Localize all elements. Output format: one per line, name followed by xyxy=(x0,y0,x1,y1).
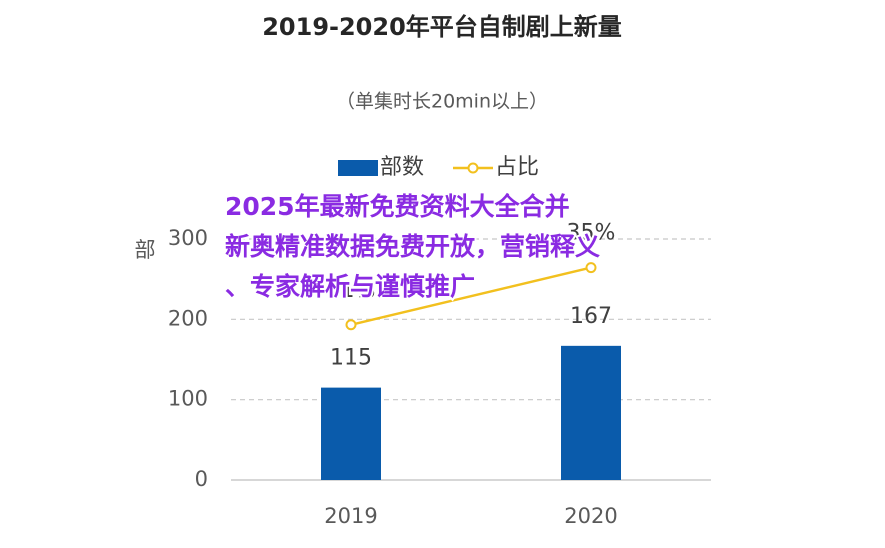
y-tick-label: 100 xyxy=(168,387,208,411)
data-label: 115 xyxy=(330,346,372,371)
y-axis-label: 部 xyxy=(135,238,156,262)
overlay-text: 新奥精准数据免费开放，营销释义 xyxy=(225,232,600,261)
line-point xyxy=(345,319,357,331)
chart-title: 2019-2020年平台自制剧上新量 xyxy=(262,13,622,41)
legend-swatch xyxy=(338,160,378,176)
bar xyxy=(561,345,621,480)
data-label: 21% xyxy=(327,278,376,303)
overlay-text: 2025年最新免费资料大全合并 xyxy=(225,192,570,221)
line-point xyxy=(585,262,597,274)
y-tick-label: 300 xyxy=(168,226,208,250)
bar xyxy=(321,387,381,480)
x-tick-label: 2020 xyxy=(564,504,617,528)
x-tick-label: 2019 xyxy=(324,504,377,528)
y-tick-label: 200 xyxy=(168,306,208,330)
data-label: 167 xyxy=(570,304,612,329)
legend-label: 部数 xyxy=(380,155,424,180)
legend-swatch xyxy=(467,162,479,174)
line xyxy=(350,266,592,326)
y-tick-label: 0 xyxy=(195,467,208,491)
chart-subtitle: （单集时长20min以上） xyxy=(336,91,548,113)
overlay-text: 、专家解析与谨慎推广 xyxy=(225,272,475,301)
legend-label: 占比 xyxy=(495,155,539,180)
data-label: 35% xyxy=(567,221,616,246)
